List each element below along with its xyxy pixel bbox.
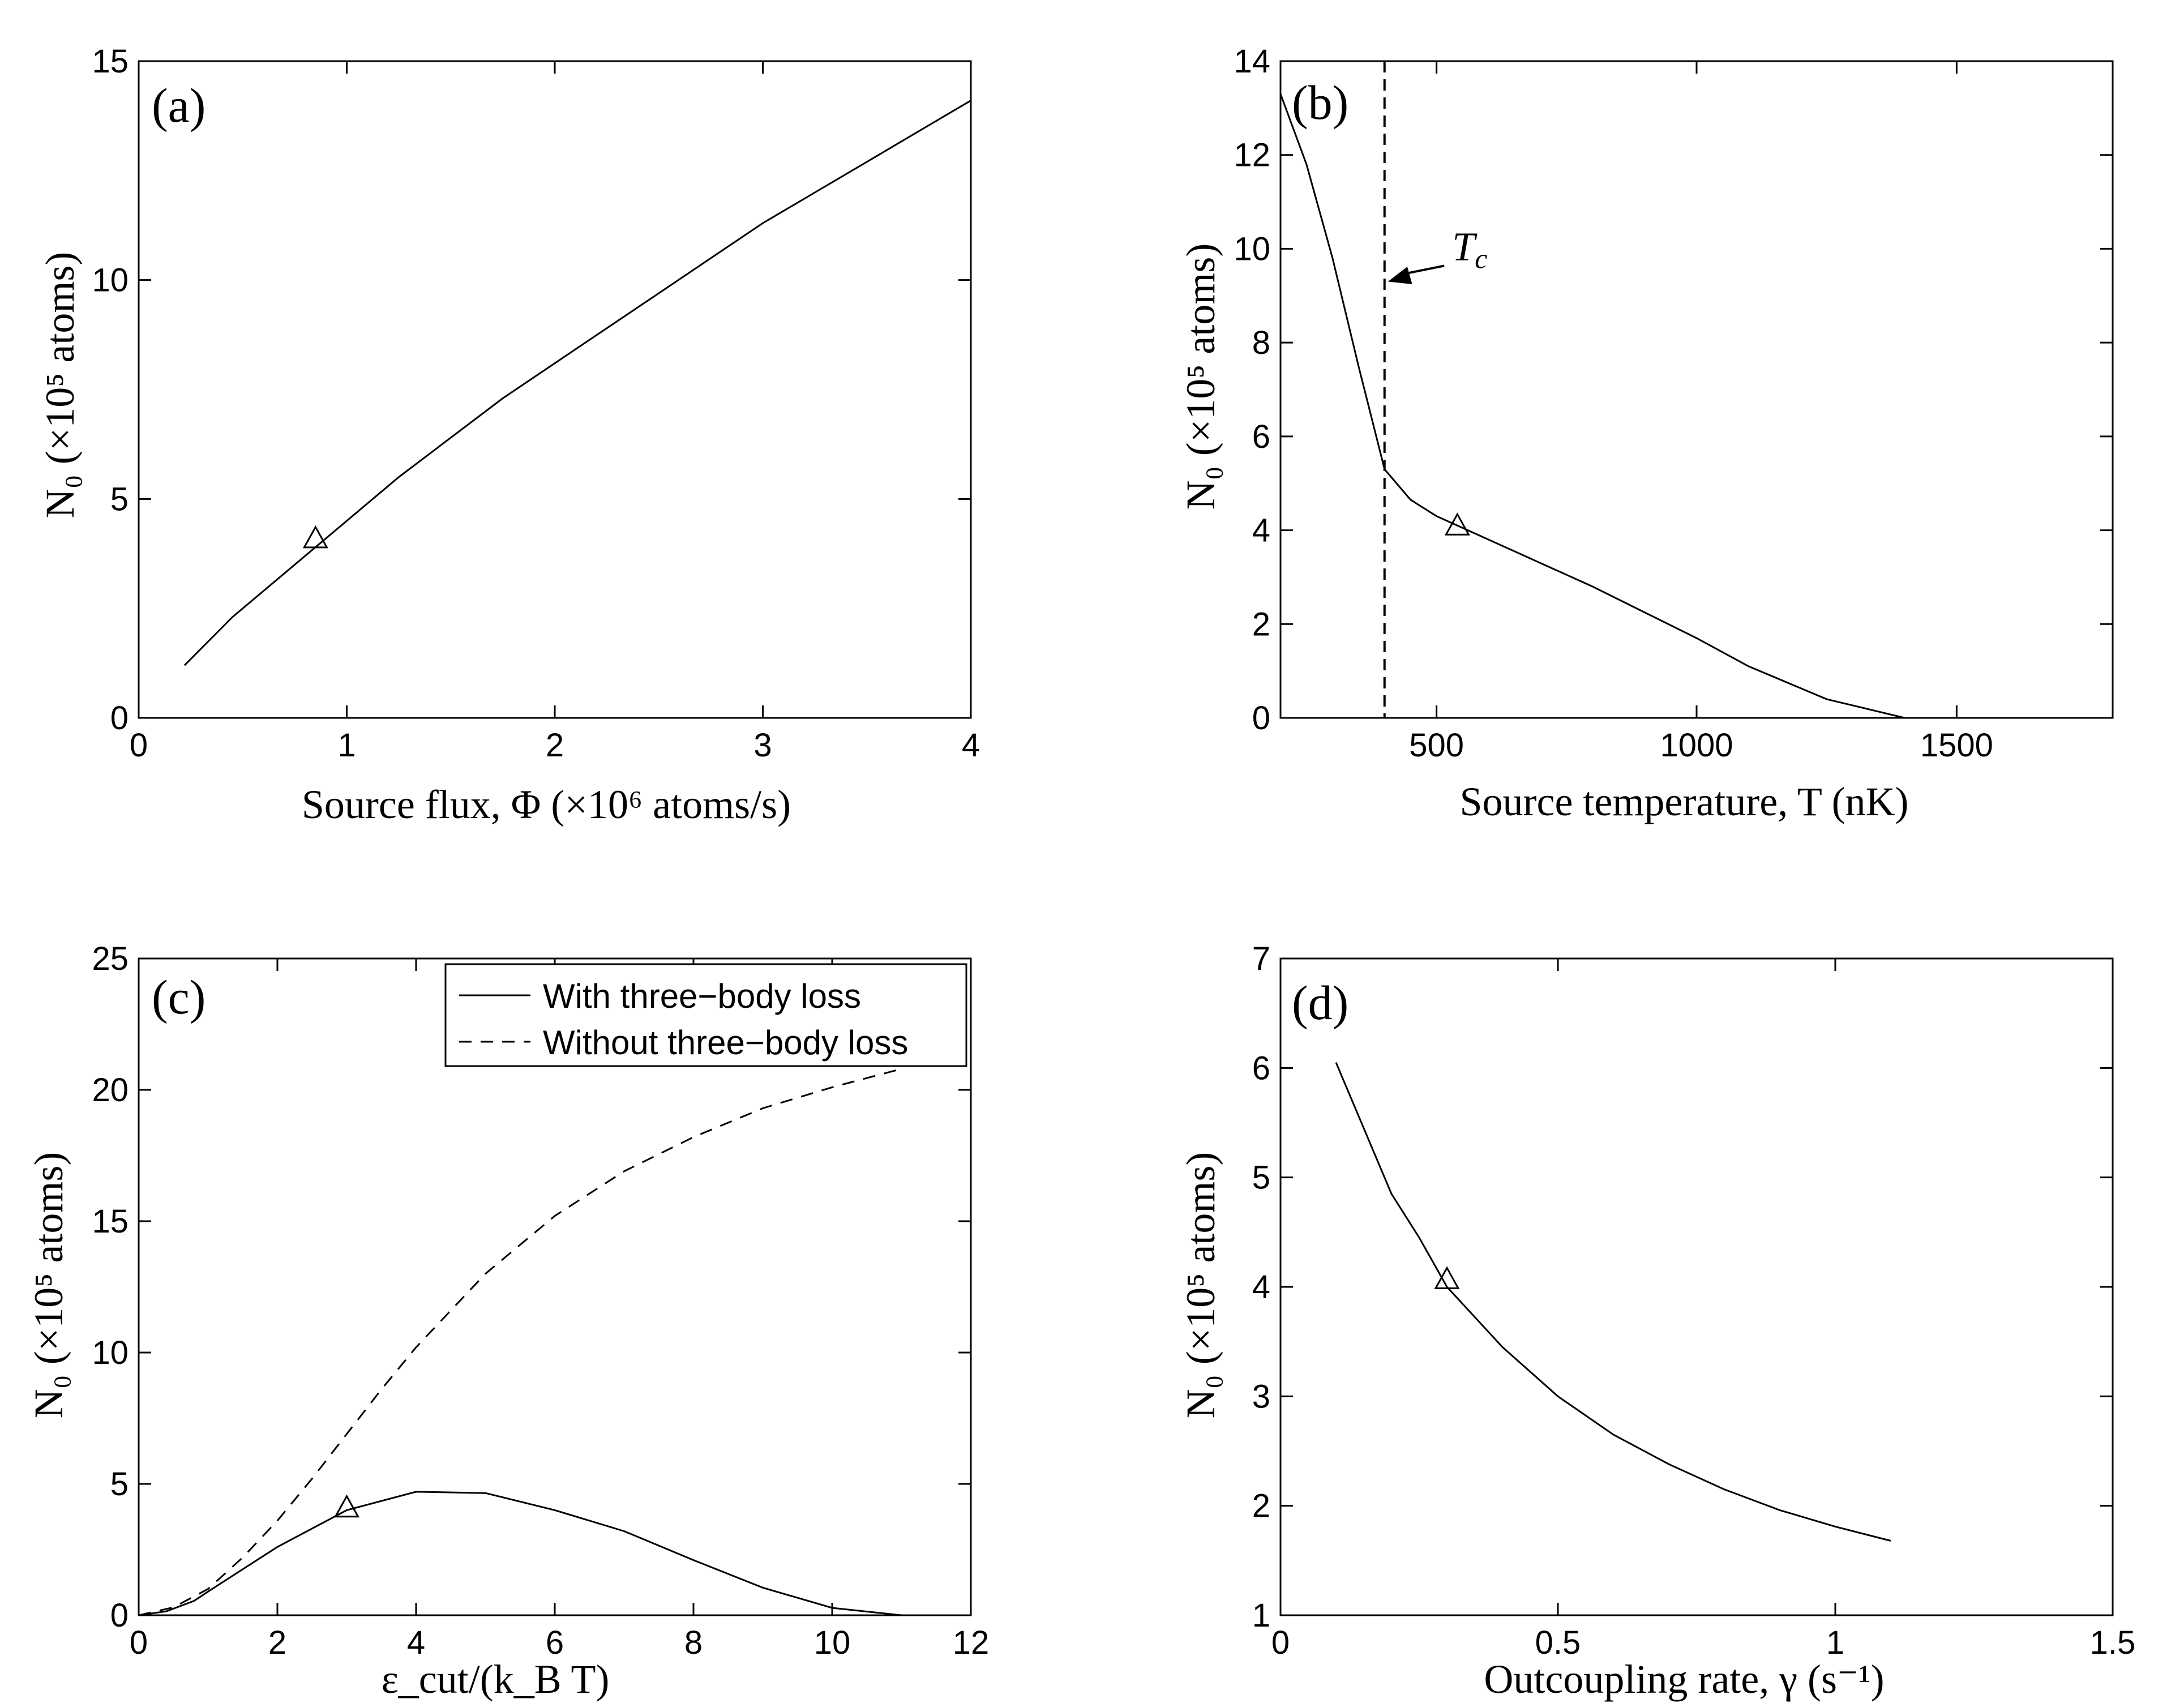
panel-c-xtick-label: 6 bbox=[546, 1624, 564, 1661]
panel-b-ytick-label: 14 bbox=[1234, 43, 1270, 80]
panel-c-legend-entry: Without three−body loss bbox=[543, 1024, 908, 1062]
panel-d-ytick-label: 7 bbox=[1252, 940, 1270, 977]
panel-b-ytick-label: 8 bbox=[1252, 324, 1270, 361]
panel-c-xtick-label: 4 bbox=[407, 1624, 425, 1661]
panel-a-ylabel: N₀ (×10⁵ atoms) bbox=[37, 252, 83, 519]
panel-c-legend-entry: With three−body loss bbox=[543, 977, 861, 1015]
panel-a-ytick-label: 0 bbox=[110, 700, 129, 737]
panel-a-ytick-label: 5 bbox=[110, 481, 129, 517]
panel-b-tc-arrow-shaft bbox=[1404, 264, 1445, 275]
panel-a-xtick-label: 4 bbox=[962, 727, 980, 764]
panel-c-ytick-label: 25 bbox=[92, 940, 129, 977]
panel-c-plot: 0 2 4 6 8 10 12 0 5 10 15 20 25 With three−body loss W… bbox=[92, 940, 989, 1661]
panel-d-series-line-solid bbox=[1335, 1062, 1891, 1542]
panel-d-xtick-label: 0 bbox=[1271, 1624, 1290, 1661]
panel-b-series-line-solid bbox=[1279, 93, 1905, 719]
panel-c-series-line-dashed bbox=[138, 1068, 902, 1616]
panel-c-xtick-label: 12 bbox=[953, 1624, 990, 1661]
panel-d-marker-triangle bbox=[1434, 1266, 1460, 1289]
panel-c-ytick-label: 0 bbox=[110, 1597, 129, 1634]
panel-b-xtick-label: 1500 bbox=[1920, 727, 1993, 764]
panel-d: 0 0.5 1 1.5 1 2 3 4 5 6 7 (d) Outcoupling rate, γ … bbox=[1178, 940, 2135, 1702]
panel-a-xtick-label: 2 bbox=[546, 727, 564, 764]
panel-d-ytick-label: 5 bbox=[1252, 1159, 1270, 1196]
panel-c-series-line-solid bbox=[138, 1491, 902, 1616]
panel-c-label: (c) bbox=[152, 970, 205, 1024]
panel-c-xtick-label: 8 bbox=[684, 1624, 703, 1661]
panel-c-legend-box bbox=[444, 963, 967, 1067]
panel-a-label: (a) bbox=[152, 78, 205, 132]
panel-b-ytick-label: 6 bbox=[1252, 418, 1270, 455]
panel-d-ytick-label: 3 bbox=[1252, 1378, 1270, 1415]
panel-c-ytick-label: 10 bbox=[92, 1334, 129, 1371]
panel-c-ytick-label: 5 bbox=[110, 1466, 129, 1503]
panel-a-xtick-label: 1 bbox=[337, 727, 356, 764]
panel-d-ytick-label: 4 bbox=[1252, 1269, 1270, 1306]
panel-c-ylabel: N₀ (×10⁵ atoms) bbox=[26, 1152, 71, 1419]
panel-d-label: (d) bbox=[1292, 975, 1348, 1030]
panel-c-ytick-label: 15 bbox=[92, 1203, 129, 1240]
panel-d-ytick-label: 6 bbox=[1252, 1050, 1270, 1086]
panel-b-xtick-label: 500 bbox=[1409, 727, 1464, 764]
panel-b-ytick-label: 2 bbox=[1252, 606, 1270, 643]
panel-c-xtick-label: 0 bbox=[130, 1624, 148, 1661]
panel-a-xtick-label: 3 bbox=[753, 727, 772, 764]
panel-b-xtick-label: 1000 bbox=[1660, 727, 1733, 764]
panel-b-ytick-label: 0 bbox=[1252, 700, 1270, 737]
panel-d-ylabel: N₀ (×10⁵ atoms) bbox=[1178, 1152, 1223, 1419]
panel-a-xtick-label: 0 bbox=[130, 727, 148, 764]
panel-d-xtick-label: 1.5 bbox=[2090, 1624, 2136, 1661]
panel-b-plot: 500 1000 1500 0 2 4 6 8 10 12 14 Tc bbox=[1234, 43, 2114, 764]
panel-b-ylabel: N₀ (×10⁵ atoms) bbox=[1178, 243, 1223, 510]
panel-b-tc-label: Tc bbox=[1452, 224, 1487, 274]
panel-b-ytick-label: 4 bbox=[1252, 512, 1270, 549]
panel-a-ytick-label: 10 bbox=[92, 262, 129, 299]
panel-b-marker-triangle bbox=[1444, 512, 1470, 536]
panel-b-label: (b) bbox=[1292, 75, 1348, 130]
panel-b-ytick-label: 10 bbox=[1234, 230, 1270, 267]
panel-b: 500 1000 1500 0 2 4 6 8 10 12 14 Tc (b) Source temp… bbox=[1178, 43, 2114, 824]
panel-d-ytick-label: 2 bbox=[1252, 1488, 1270, 1525]
panel-a-marker-triangle bbox=[302, 525, 328, 549]
panel-d-plot: 0 0.5 1 1.5 1 2 3 4 5 6 7 bbox=[1252, 940, 2136, 1661]
panel-d-ytick-label: 1 bbox=[1252, 1597, 1270, 1634]
panel-d-xlabel: Outcoupling rate, γ (s⁻¹) bbox=[1484, 1657, 1884, 1702]
panel-b-ytick-label: 12 bbox=[1234, 137, 1270, 174]
panel-a-ytick-label: 15 bbox=[92, 43, 129, 80]
panel-b-xlabel: Source temperature, T (nK) bbox=[1459, 779, 1908, 824]
panel-c-xlabel: ε_cut/(k_B T) bbox=[382, 1657, 610, 1702]
panel-c-xtick-label: 2 bbox=[268, 1624, 286, 1661]
panel-a: 0 1 2 3 4 0 5 10 15 (a) Source flux, Φ (×10⁶ ato… bbox=[37, 43, 980, 827]
panel-b-tc-arrow-head bbox=[1388, 267, 1412, 284]
panel-c-xtick-label: 10 bbox=[814, 1624, 851, 1661]
panel-c: 0 2 4 6 8 10 12 0 5 10 15 20 25 With three−body loss W… bbox=[26, 940, 989, 1702]
panel-a-xlabel: Source flux, Φ (×10⁶ atoms/s) bbox=[302, 782, 791, 827]
panel-d-xtick-label: 1 bbox=[1826, 1624, 1844, 1661]
panel-d-xtick-label: 0.5 bbox=[1535, 1624, 1581, 1661]
panel-c-marker-triangle bbox=[333, 1494, 360, 1518]
panel-c-ytick-label: 20 bbox=[92, 1072, 129, 1109]
panel-a-plot: 0 1 2 3 4 0 5 10 15 bbox=[92, 43, 980, 764]
